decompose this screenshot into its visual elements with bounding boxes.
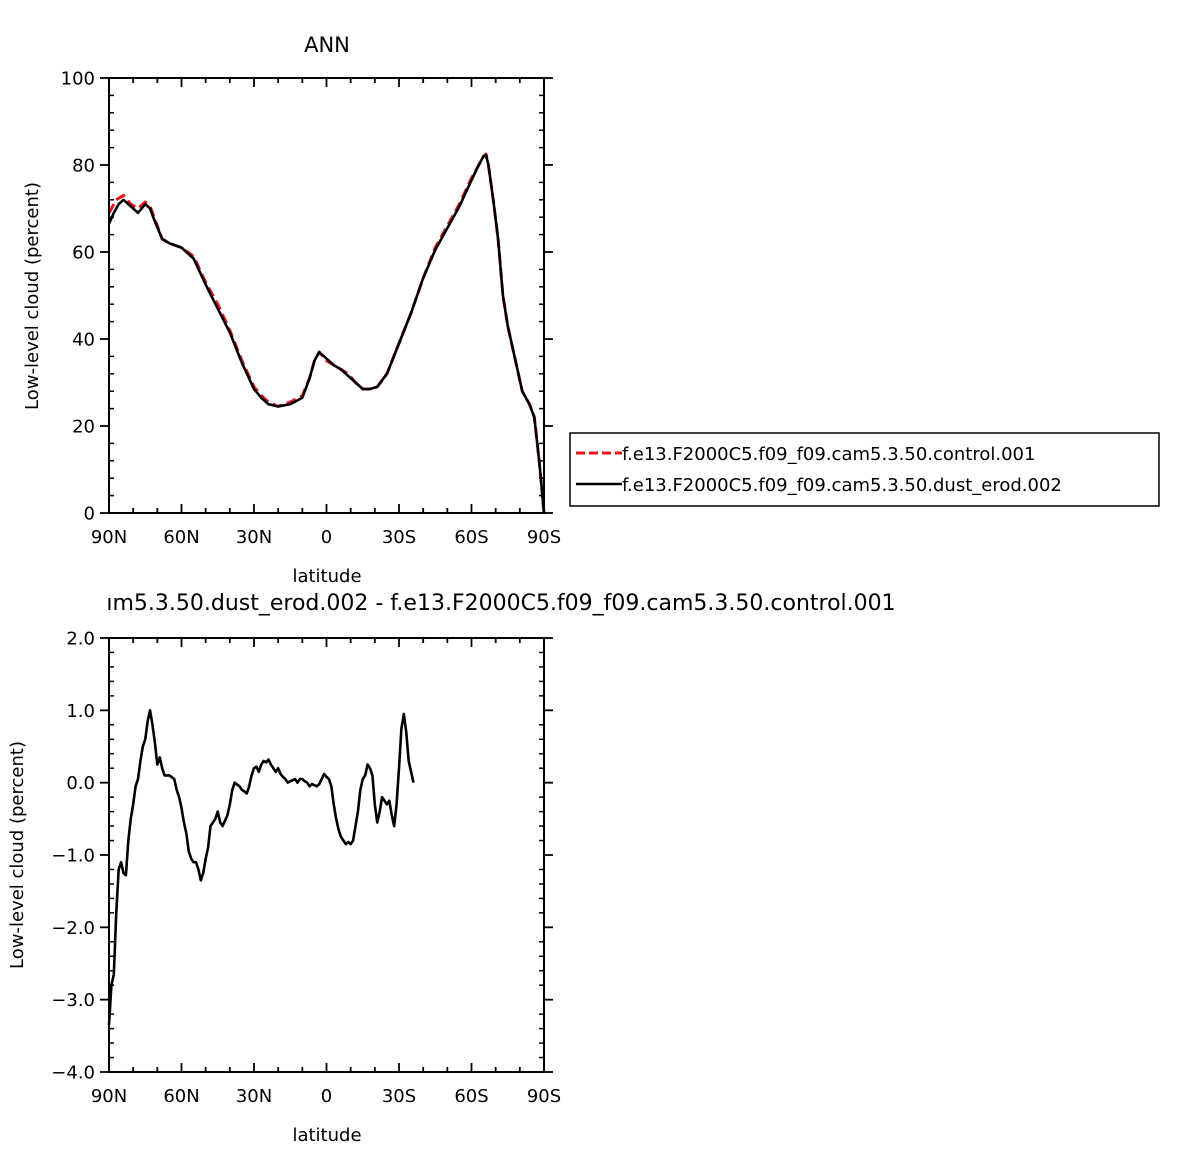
bottom-x-tick-label: 30N [236, 1086, 272, 1107]
bottom-x-tick-label: 90N [91, 1086, 127, 1107]
bottom-y-axis-label: Low-level cloud (percent) [7, 741, 28, 969]
top-x-tick-label: 60S [454, 527, 488, 548]
top-x-tick-label: 30N [236, 527, 272, 548]
top-plot-frame [108, 77, 545, 514]
bottom-y-tick-label: −2.0 [51, 918, 95, 939]
top-y-tick-label: 100 [61, 69, 95, 90]
top-y-tick-label: 0 [84, 504, 95, 525]
bottom-x-tick-label: 60S [454, 1086, 488, 1107]
top-y-axis-label: Low-level cloud (percent) [22, 182, 43, 410]
legend: f.e13.F2000C5.f09_f09.cam5.3.50.control.… [569, 432, 1160, 507]
top-y-tick-label: 20 [72, 417, 95, 438]
bottom-series-line-1 [107, 709, 415, 1026]
top-y-tick-label: 80 [72, 156, 95, 177]
bottom-y-tick-label: −3.0 [51, 990, 95, 1011]
top-x-tick-label: 60N [163, 527, 199, 548]
legend-box [569, 432, 1160, 507]
top-panel: ANN 90N 60N 30N 0 30S 60S 90S 0 20 40 60 80 100 lati… [22, 33, 561, 587]
bottom-y-tick-label: 1.0 [66, 701, 95, 722]
bottom-x-tick-label: 30S [382, 1086, 416, 1107]
top-y-tick-label: 40 [72, 330, 95, 351]
bottom-plot-area: 90N 60N 30N 0 30S 60S 90S −4.0 −3.0 −2.0 −1.0 0.0 1.… [51, 629, 561, 1108]
top-y-tick-label: 60 [72, 243, 95, 264]
bottom-chart-title: ım5.3.50.dust_erod.002 - f.e13.F2000C5.f… [106, 591, 895, 616]
top-chart-title: ANN [304, 33, 350, 57]
bottom-x-tick-label: 60N [163, 1086, 199, 1107]
bottom-plot-frame [108, 637, 545, 1073]
bottom-x-axis-label: latitude [292, 1125, 361, 1146]
bottom-y-tick-label: 0.0 [66, 773, 95, 794]
top-plot-area: 90N 60N 30N 0 30S 60S 90S 0 20 40 60 80 100 [61, 69, 562, 549]
top-x-tick-label: 30S [382, 527, 416, 548]
bottom-y-tick-label: −4.0 [51, 1063, 95, 1084]
legend-label-control: f.e13.F2000C5.f09_f09.cam5.3.50.control.… [622, 444, 1035, 465]
top-series-line-1 [107, 152, 546, 514]
top-x-axis-label: latitude [292, 566, 361, 587]
bottom-x-tick-label: 90S [527, 1086, 561, 1107]
top-series-line-2 [107, 153, 546, 514]
top-x-tick-label: 90N [91, 527, 127, 548]
bottom-y-tick-label: 2.0 [66, 629, 95, 650]
top-x-tick-label: 0 [321, 527, 332, 548]
legend-label-dust-erod: f.e13.F2000C5.f09_f09.cam5.3.50.dust_ero… [622, 475, 1062, 496]
bottom-x-tick-label: 0 [321, 1086, 332, 1107]
top-x-tick-label: 90S [527, 527, 561, 548]
bottom-y-tick-label: −1.0 [51, 846, 95, 867]
bottom-panel: ım5.3.50.dust_erod.002 - f.e13.F2000C5.f… [7, 591, 896, 1146]
